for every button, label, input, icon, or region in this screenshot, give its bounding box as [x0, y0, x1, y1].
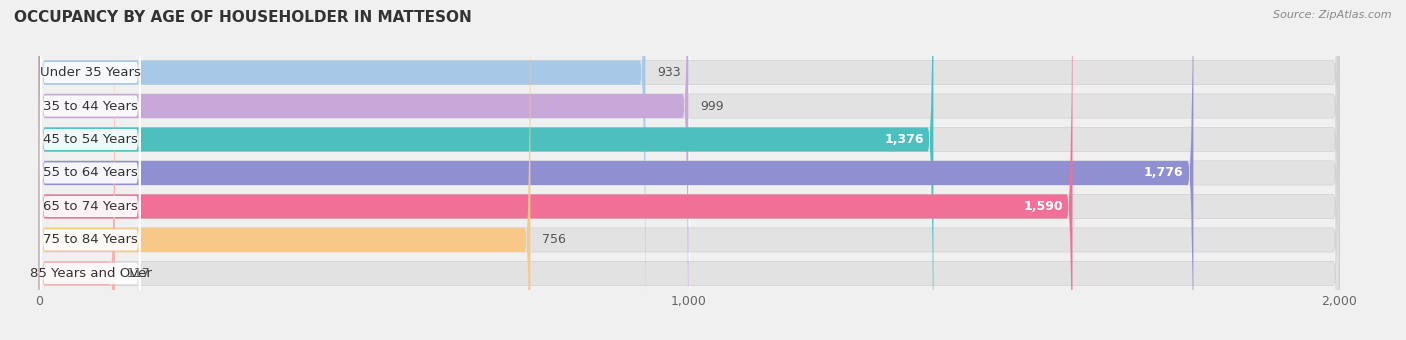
Text: 75 to 84 Years: 75 to 84 Years	[44, 234, 138, 246]
Text: 85 Years and Over: 85 Years and Over	[30, 267, 152, 280]
FancyBboxPatch shape	[39, 0, 645, 340]
Text: 1,590: 1,590	[1024, 200, 1063, 213]
FancyBboxPatch shape	[39, 0, 115, 340]
FancyBboxPatch shape	[39, 0, 689, 340]
FancyBboxPatch shape	[39, 0, 1339, 340]
Text: Source: ZipAtlas.com: Source: ZipAtlas.com	[1274, 10, 1392, 20]
FancyBboxPatch shape	[39, 0, 1194, 340]
Text: 35 to 44 Years: 35 to 44 Years	[44, 100, 138, 113]
Text: 1,376: 1,376	[884, 133, 924, 146]
FancyBboxPatch shape	[41, 0, 141, 340]
Text: Under 35 Years: Under 35 Years	[41, 66, 141, 79]
FancyBboxPatch shape	[39, 0, 1339, 340]
FancyBboxPatch shape	[41, 50, 141, 340]
FancyBboxPatch shape	[39, 0, 1339, 340]
FancyBboxPatch shape	[39, 0, 1339, 340]
FancyBboxPatch shape	[39, 0, 1339, 340]
Text: 999: 999	[700, 100, 724, 113]
FancyBboxPatch shape	[41, 0, 141, 340]
FancyBboxPatch shape	[39, 0, 1339, 340]
Text: 933: 933	[657, 66, 681, 79]
FancyBboxPatch shape	[41, 0, 141, 330]
Text: 1,776: 1,776	[1144, 167, 1184, 180]
FancyBboxPatch shape	[39, 0, 1073, 340]
FancyBboxPatch shape	[39, 0, 530, 340]
Text: 55 to 64 Years: 55 to 64 Years	[44, 167, 138, 180]
FancyBboxPatch shape	[39, 0, 934, 340]
Text: 117: 117	[127, 267, 150, 280]
Text: OCCUPANCY BY AGE OF HOUSEHOLDER IN MATTESON: OCCUPANCY BY AGE OF HOUSEHOLDER IN MATTE…	[14, 10, 472, 25]
FancyBboxPatch shape	[41, 0, 141, 296]
Text: 756: 756	[543, 234, 565, 246]
Text: 65 to 74 Years: 65 to 74 Years	[44, 200, 138, 213]
Text: 45 to 54 Years: 45 to 54 Years	[44, 133, 138, 146]
FancyBboxPatch shape	[39, 0, 1339, 340]
FancyBboxPatch shape	[41, 0, 141, 340]
FancyBboxPatch shape	[41, 16, 141, 340]
